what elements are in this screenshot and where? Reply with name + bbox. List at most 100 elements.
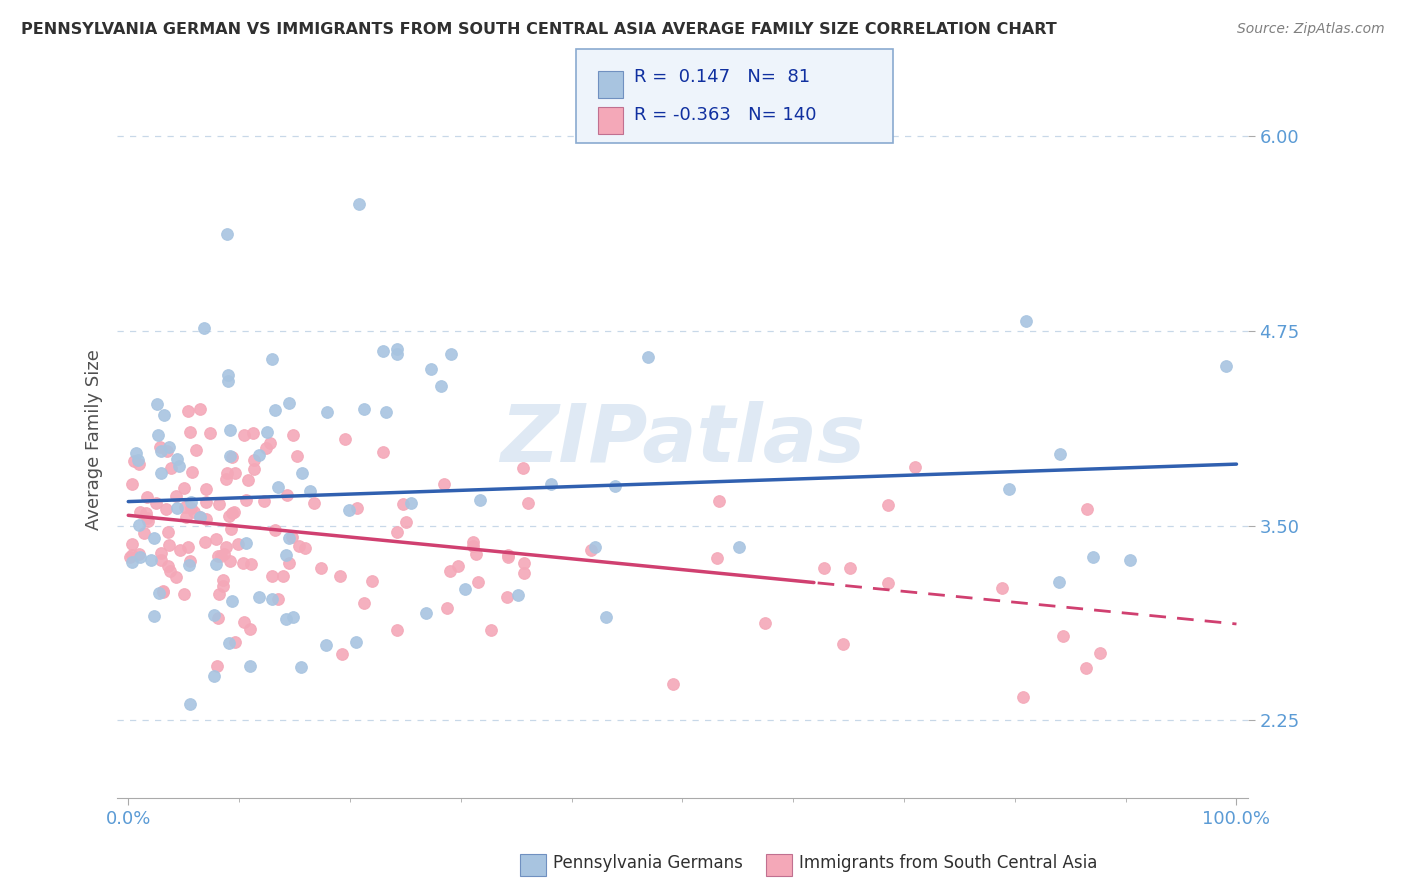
Point <box>512 461 534 475</box>
Point <box>136 514 159 528</box>
Point <box>375 404 398 418</box>
Point <box>1047 574 1070 589</box>
Point <box>329 569 352 583</box>
Point <box>294 541 316 555</box>
Point <box>330 647 353 661</box>
Point <box>194 535 217 549</box>
Point <box>214 472 236 486</box>
Point <box>290 466 312 480</box>
Point <box>243 453 266 467</box>
Point <box>316 405 339 419</box>
Point <box>349 197 371 211</box>
Point <box>145 495 167 509</box>
Point <box>145 397 167 411</box>
Point <box>177 540 200 554</box>
Point <box>159 565 181 579</box>
Point <box>148 427 170 442</box>
Point <box>219 423 242 437</box>
Point <box>266 591 288 606</box>
Point <box>152 409 174 423</box>
Point <box>288 540 311 554</box>
Point <box>603 479 626 493</box>
Point <box>415 606 437 620</box>
Point <box>202 607 225 622</box>
Point <box>122 454 145 468</box>
Point <box>128 518 150 533</box>
Point <box>136 511 159 525</box>
Point <box>143 609 166 624</box>
Point <box>207 549 229 563</box>
Point <box>436 601 458 615</box>
Point <box>173 481 195 495</box>
Point <box>235 536 257 550</box>
Point <box>706 550 728 565</box>
Point <box>373 344 395 359</box>
Point <box>991 581 1014 595</box>
Point <box>285 449 308 463</box>
Point <box>433 477 456 491</box>
Point <box>165 489 187 503</box>
Point <box>188 509 211 524</box>
Point <box>276 488 298 502</box>
Point <box>467 574 489 589</box>
Point <box>183 505 205 519</box>
Point <box>180 494 202 508</box>
Point <box>157 558 180 573</box>
Point <box>274 612 297 626</box>
Point <box>167 458 190 473</box>
Point <box>337 503 360 517</box>
Point <box>177 404 200 418</box>
Text: ZIPatlas: ZIPatlas <box>501 401 865 479</box>
Point <box>385 346 408 360</box>
Point <box>247 448 270 462</box>
Point <box>127 452 149 467</box>
Point <box>232 557 254 571</box>
Point <box>283 427 305 442</box>
Point <box>495 590 517 604</box>
Point <box>235 492 257 507</box>
Text: Source: ZipAtlas.com: Source: ZipAtlas.com <box>1237 22 1385 37</box>
Point <box>278 396 301 410</box>
Point <box>155 501 177 516</box>
Text: R =  0.147   N=  81: R = 0.147 N= 81 <box>634 69 810 87</box>
Point <box>219 523 242 537</box>
Point <box>579 543 602 558</box>
Point <box>121 548 143 562</box>
Point <box>200 425 222 440</box>
Point <box>262 591 284 606</box>
Point <box>333 432 356 446</box>
Point <box>447 559 470 574</box>
Point <box>395 516 418 530</box>
Point <box>128 505 150 519</box>
Point <box>1015 314 1038 328</box>
Point <box>299 483 322 498</box>
Point <box>121 476 143 491</box>
Point <box>315 638 337 652</box>
Point <box>311 560 333 574</box>
Point <box>224 466 246 480</box>
Point <box>211 574 233 588</box>
Point <box>218 449 240 463</box>
Point <box>278 556 301 570</box>
Point <box>254 441 277 455</box>
Point <box>839 561 862 575</box>
Point <box>281 610 304 624</box>
Point <box>195 482 218 496</box>
Point <box>583 540 606 554</box>
Point <box>1119 552 1142 566</box>
Point <box>595 610 617 624</box>
Point <box>540 476 562 491</box>
Point <box>208 587 231 601</box>
Point <box>166 452 188 467</box>
Point <box>637 350 659 364</box>
Point <box>461 534 484 549</box>
Point <box>461 539 484 553</box>
Point <box>166 501 188 516</box>
Point <box>121 537 143 551</box>
Point <box>174 500 197 515</box>
Point <box>179 697 201 711</box>
Point <box>152 584 174 599</box>
Point <box>1052 629 1074 643</box>
Point <box>302 496 325 510</box>
Point <box>754 615 776 630</box>
